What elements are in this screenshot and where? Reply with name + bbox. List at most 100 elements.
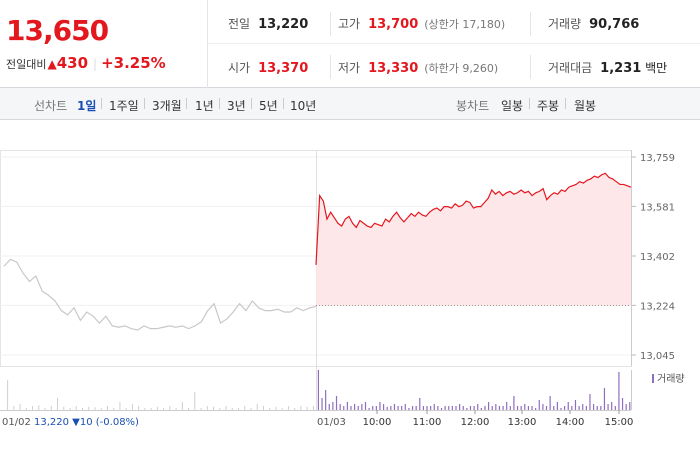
divider xyxy=(530,55,531,79)
volume-bar xyxy=(328,404,330,410)
period-5y[interactable]: 5년 xyxy=(259,99,278,113)
volume-bar xyxy=(535,408,537,410)
volume-bar xyxy=(614,406,616,410)
volume-bar xyxy=(531,406,533,410)
x-tick-label: 12:00 xyxy=(461,417,490,428)
volume-bar-prev xyxy=(213,406,215,410)
volume-bar xyxy=(335,396,338,410)
volume-bar-prev xyxy=(113,408,115,410)
volume-bar-prev xyxy=(63,406,65,410)
y-tick-label: 13,224 xyxy=(640,301,675,312)
divider xyxy=(251,98,252,109)
price-chart[interactable]: 13,759 13,581 13,402 13,224 13,045 거래량 01/02 01… xyxy=(0,120,700,450)
volume-bar xyxy=(574,400,577,410)
current-price: 13,650 xyxy=(6,14,109,47)
volume-bar xyxy=(495,404,497,410)
open-value: 13,370 xyxy=(258,61,309,76)
x-tick-label: 15:00 xyxy=(605,417,634,428)
line-chart-label: 선차트 xyxy=(34,99,68,113)
candle-monthly[interactable]: 월봉 xyxy=(574,99,597,113)
volume-bar xyxy=(408,408,410,410)
volume-bar-prev xyxy=(206,406,208,410)
volume-bar xyxy=(498,406,501,410)
volume-bar xyxy=(629,402,631,410)
y-tick-label: 13,045 xyxy=(640,351,675,362)
candle-weekly[interactable]: 주봉 xyxy=(537,99,560,113)
divider xyxy=(186,98,187,109)
volume-bar xyxy=(440,408,443,410)
volume-bar xyxy=(415,406,417,410)
volume-value: 90,766 xyxy=(589,17,640,32)
volume-bar xyxy=(484,406,486,410)
volume-bar xyxy=(386,406,388,410)
volume-bar xyxy=(397,406,399,410)
volume-bar xyxy=(607,404,609,410)
x-tick-label: 11:00 xyxy=(413,417,442,428)
volume-bar xyxy=(491,406,493,410)
candle-daily[interactable]: 일봉 xyxy=(501,99,524,113)
volume-bar-prev xyxy=(200,408,202,410)
volume-bar-prev xyxy=(300,406,302,410)
x-tick-label: 01/03 xyxy=(317,417,346,428)
volume-bar xyxy=(542,404,544,410)
volume-bar-prev xyxy=(181,402,183,410)
volume-bar-prev xyxy=(106,406,108,410)
volume-bar xyxy=(596,406,598,410)
volume-bar-prev xyxy=(256,404,258,410)
down-triangle-icon: ▼ xyxy=(72,417,80,428)
volume-label: 거래량 xyxy=(548,17,582,31)
volume-bar-prev xyxy=(188,408,190,410)
volume-bar-prev xyxy=(281,408,283,410)
volume-bar-prev xyxy=(131,404,133,410)
x-tick-label: 01/02 xyxy=(2,417,31,428)
divider: | xyxy=(93,57,98,71)
volume-bar xyxy=(480,408,482,410)
volume-bar-prev xyxy=(294,408,296,410)
volume-bar-prev xyxy=(69,408,71,410)
volume-bar-prev xyxy=(32,406,34,410)
volume-bar-prev xyxy=(38,405,40,410)
y-tick-label: 13,759 xyxy=(640,153,675,164)
volume-bar xyxy=(426,406,428,410)
period-3m[interactable]: 3개월 xyxy=(152,99,182,113)
period-1w[interactable]: 1주일 xyxy=(109,99,139,113)
change-row: 전일대비▲430 | +3.25% xyxy=(6,54,166,72)
volume-bar-prev xyxy=(19,404,21,410)
volume-bar-prev xyxy=(138,406,140,410)
volume-bar xyxy=(354,404,356,410)
volume-bar xyxy=(556,402,558,410)
period-1y[interactable]: 1년 xyxy=(195,99,214,113)
volume-bar-prev xyxy=(219,408,221,410)
volume-bar-prev xyxy=(100,408,102,410)
upper-limit: (상한가 17,180) xyxy=(424,18,506,31)
volume-bar xyxy=(350,406,352,410)
price-line xyxy=(315,172,632,265)
volume-bar-prev xyxy=(50,406,52,410)
price-summary: 13,650 전일대비▲430 | +3.25% 전일 13,220 고가 13,700… xyxy=(0,0,700,88)
x-tick-label: 13:00 xyxy=(508,417,537,428)
volume-bar xyxy=(506,402,508,410)
volume-bar xyxy=(585,406,587,410)
period-1d[interactable]: 1일 xyxy=(77,99,97,113)
volume-bar-prev xyxy=(269,408,271,410)
prev-day-change: 10 xyxy=(80,417,96,428)
volume-bar xyxy=(524,404,526,410)
volume-bar xyxy=(618,372,620,410)
volume-bar xyxy=(455,406,457,410)
low-label: 저가 xyxy=(338,61,361,75)
volume-bar xyxy=(382,404,385,410)
volume-bar-prev xyxy=(225,406,227,410)
volume-bar xyxy=(473,406,475,410)
volume-bar xyxy=(459,404,461,410)
volume-bar xyxy=(564,406,566,410)
period-10y[interactable]: 10년 xyxy=(290,99,317,113)
volume-bar xyxy=(451,406,453,410)
prev-day-info: 13,220 ▼10 (-0.08%) xyxy=(34,417,139,428)
volume-bar xyxy=(549,396,551,410)
period-3y[interactable]: 3년 xyxy=(227,99,246,113)
y-tick-label: 13,581 xyxy=(640,202,675,213)
volume-bar-prev xyxy=(7,380,9,410)
volume-bar-prev xyxy=(57,398,59,410)
volume-bar xyxy=(582,404,584,410)
volume-bar xyxy=(404,404,406,410)
